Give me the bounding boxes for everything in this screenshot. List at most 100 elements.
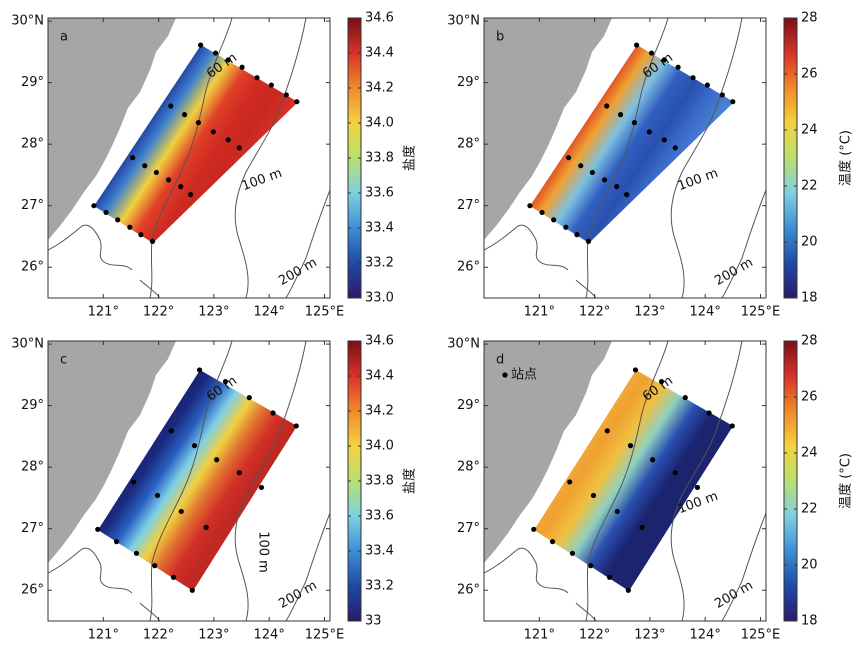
- station: [704, 82, 710, 88]
- colorbar-tick-label: 33.4: [365, 221, 394, 236]
- station: [675, 64, 681, 70]
- isobath: [585, 341, 669, 621]
- isobath: [234, 18, 307, 298]
- data-field: [98, 370, 297, 591]
- station: [236, 470, 242, 476]
- y-tick-label: 26°: [21, 260, 44, 275]
- colorbar-tick-label: 33: [365, 614, 382, 629]
- station: [604, 103, 610, 109]
- station: [729, 423, 735, 429]
- station: [604, 428, 610, 434]
- y-tick-label: 28°: [21, 460, 44, 475]
- panel-label: d: [496, 353, 504, 368]
- station: [168, 428, 174, 434]
- x-tick-label: 125°E: [305, 305, 345, 320]
- colorbar-label: 温度 (°C): [838, 130, 854, 186]
- colorbar-tick-label: 28: [801, 11, 818, 26]
- x-tick-label: 121°: [524, 628, 555, 643]
- y-tick-label: 29°: [21, 75, 44, 90]
- isobath: [721, 189, 766, 298]
- legend-marker: [502, 372, 508, 378]
- map-frame: [47, 340, 331, 622]
- station: [154, 492, 161, 499]
- station: [153, 169, 159, 176]
- colorbar-label: 盐度: [402, 145, 418, 171]
- isobath: [285, 512, 330, 621]
- land: [48, 341, 176, 563]
- station: [170, 574, 177, 580]
- y-tick-label: 27°: [457, 198, 480, 213]
- panel-label: c: [60, 353, 67, 368]
- isobath: [234, 341, 307, 621]
- y-tick-label: 26°: [457, 260, 480, 275]
- station: [527, 203, 533, 209]
- station: [178, 184, 184, 190]
- isobath: [670, 18, 743, 298]
- station: [606, 574, 613, 580]
- panel-label: b: [496, 30, 504, 45]
- station: [661, 57, 667, 63]
- map-frame: [483, 17, 767, 299]
- station: [627, 443, 634, 449]
- contour-label: 100 m: [256, 531, 271, 573]
- colorbar: [783, 17, 798, 299]
- station: [694, 484, 701, 491]
- x-tick-label: 123°: [634, 305, 665, 320]
- station: [632, 367, 639, 373]
- colorbar-tick-label: 33.0: [365, 291, 394, 306]
- x-tick-label: 122°: [579, 305, 610, 320]
- isobath: [285, 189, 330, 298]
- station: [294, 99, 300, 105]
- station: [115, 217, 121, 223]
- station: [191, 443, 198, 449]
- colorbar-tick-label: 34.6: [365, 11, 394, 26]
- x-tick-label: 125°E: [305, 628, 345, 643]
- station: [127, 224, 133, 230]
- station: [152, 563, 158, 569]
- station: [585, 238, 592, 244]
- station: [178, 508, 184, 515]
- station: [563, 224, 569, 230]
- y-tick-label: 30°N: [447, 14, 480, 29]
- colorbar-tick-label: 33.6: [365, 509, 394, 524]
- colorbar-tick-label: 34.6: [365, 334, 394, 349]
- station: [198, 42, 204, 48]
- y-tick-label: 27°: [21, 521, 44, 536]
- station: [239, 64, 245, 70]
- station: [203, 524, 209, 531]
- x-tick-label: 121°: [88, 628, 119, 643]
- station: [254, 75, 260, 81]
- station: [196, 367, 203, 373]
- y-tick-label: 29°: [457, 75, 480, 90]
- colorbar: [783, 340, 798, 622]
- station: [131, 479, 137, 485]
- colorbar-label: 温度 (°C): [838, 453, 854, 509]
- station: [188, 192, 194, 198]
- colorbar-tick-label: 34.4: [365, 46, 394, 61]
- station: [246, 395, 252, 401]
- station: [225, 57, 231, 63]
- y-tick-label: 30°N: [447, 337, 480, 352]
- y-tick-label: 30°N: [11, 14, 44, 29]
- x-tick-label: 121°: [524, 305, 555, 320]
- data-field: [94, 45, 298, 243]
- station: [91, 203, 97, 209]
- isobath: [585, 18, 669, 298]
- station: [236, 145, 242, 151]
- station: [682, 395, 688, 401]
- station: [103, 209, 109, 216]
- map-frame: [47, 17, 331, 299]
- land: [484, 18, 612, 240]
- station: [549, 539, 556, 545]
- x-tick-label: 123°: [198, 305, 229, 320]
- station: [531, 526, 537, 532]
- station: [719, 92, 725, 98]
- station: [614, 184, 620, 190]
- station: [672, 145, 678, 151]
- station: [650, 457, 656, 463]
- x-tick-label: 124°: [690, 628, 721, 643]
